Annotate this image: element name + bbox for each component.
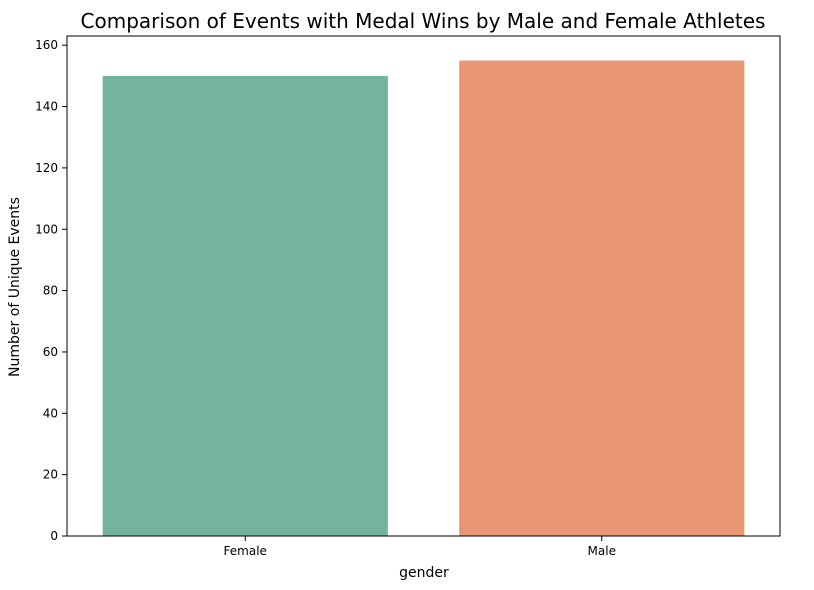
y-tick-label: 140	[35, 100, 58, 114]
bar-female	[102, 75, 388, 536]
y-axis: 0 20 40 60 80 100 120 140 160	[35, 38, 67, 543]
x-tick-label: Female	[224, 544, 267, 558]
y-axis-label: Number of Unique Events	[7, 197, 23, 377]
chart-title: Comparison of Events with Medal Wins by …	[81, 9, 766, 33]
x-axis-label: gender	[399, 565, 449, 581]
plot-frame	[66, 35, 781, 537]
y-tick-label: 20	[43, 468, 58, 482]
y-tick-label: 40	[43, 406, 58, 420]
y-tick-label: 60	[43, 345, 58, 359]
bar-male	[459, 60, 745, 536]
x-tick-label: Male	[588, 544, 616, 558]
y-tick-label: 160	[35, 38, 58, 52]
x-axis: Female Male	[224, 536, 616, 558]
y-tick-label: 80	[43, 284, 58, 298]
y-tick-label: 100	[35, 222, 58, 236]
y-tick-label: 0	[50, 529, 58, 543]
y-tick-label: 120	[35, 161, 58, 175]
plot-area	[102, 60, 745, 536]
